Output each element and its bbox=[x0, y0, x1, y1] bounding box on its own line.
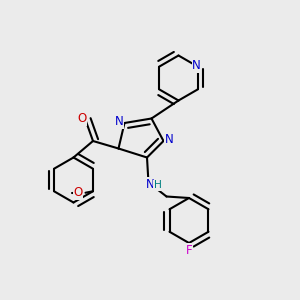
Text: N: N bbox=[192, 59, 201, 72]
Text: N: N bbox=[115, 115, 124, 128]
Text: N: N bbox=[146, 178, 154, 191]
Text: N: N bbox=[164, 133, 173, 146]
Text: F: F bbox=[186, 244, 192, 257]
Text: H: H bbox=[154, 180, 161, 190]
Text: O: O bbox=[77, 112, 86, 125]
Text: O: O bbox=[74, 186, 82, 199]
